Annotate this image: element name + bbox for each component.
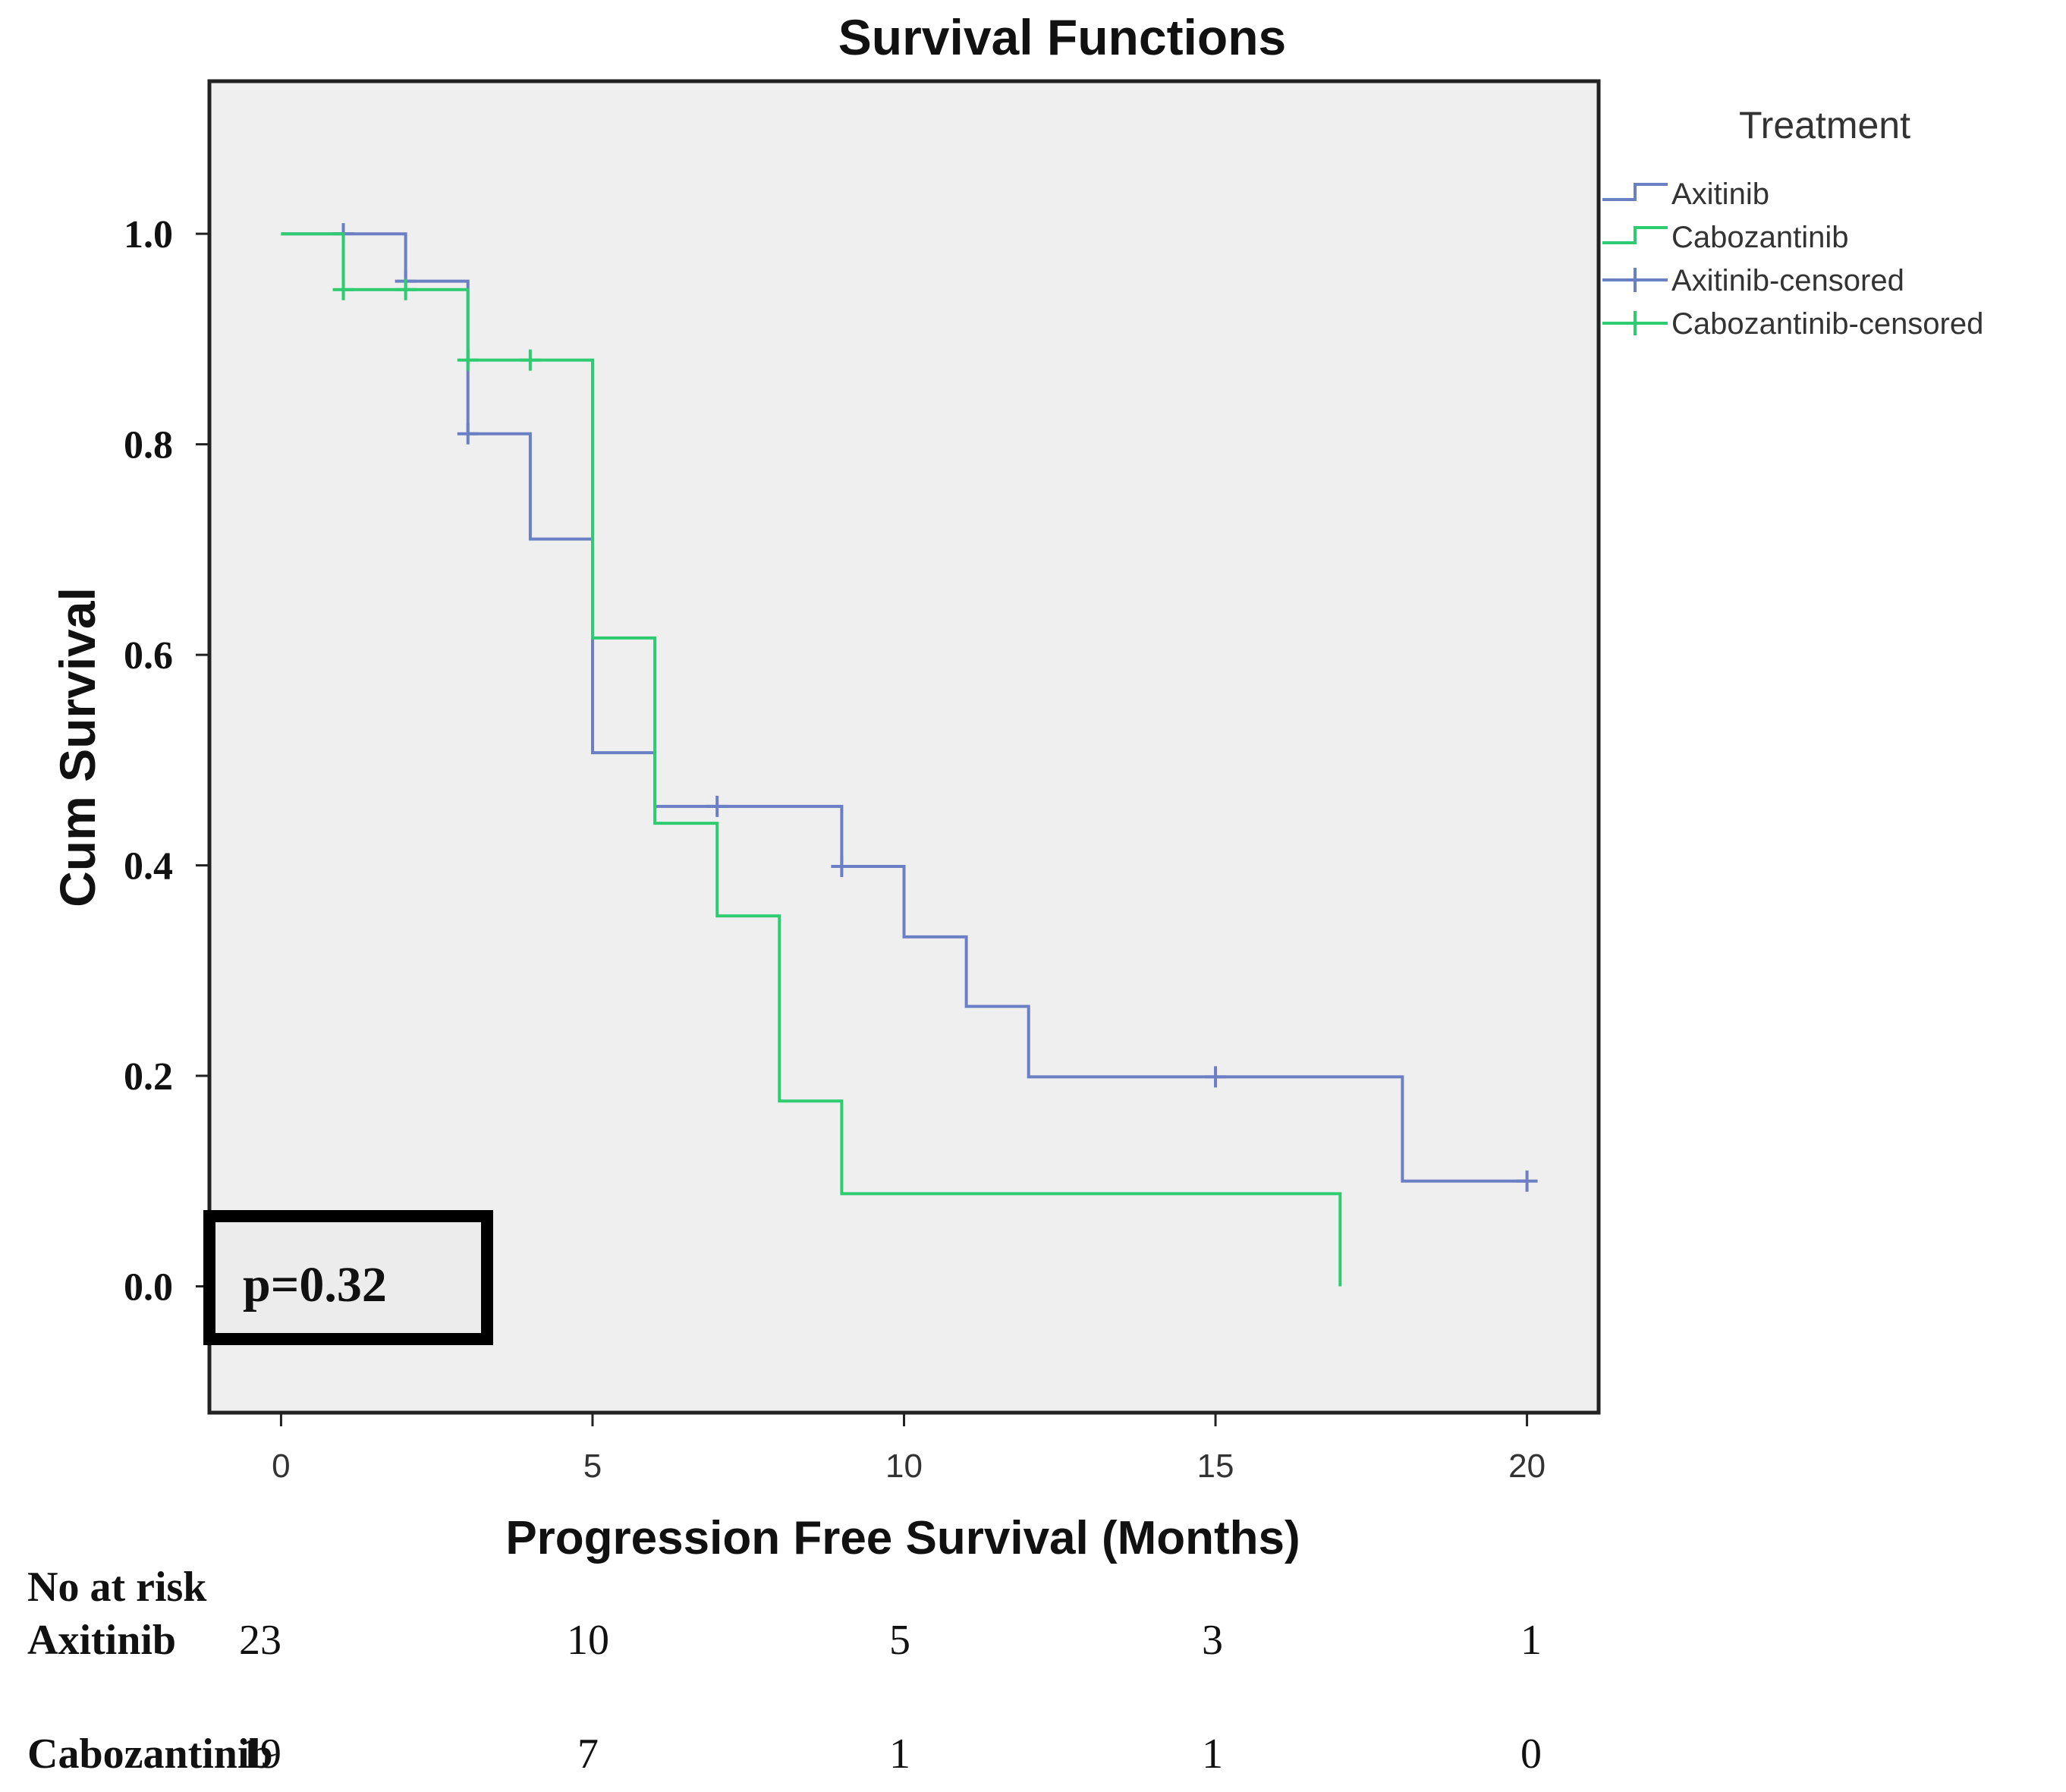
chart-title: Survival Functions [838,9,1286,65]
censor-mark-axitinib [1516,1170,1538,1192]
legend-swatch-line [1602,183,1668,201]
risk-row-value: 5 [889,1617,910,1664]
x-axis-label: Progression Free Survival (Months) [505,1512,1300,1564]
p-value-label: p=0.32 [243,1257,387,1313]
series-layer [281,223,1538,1287]
censor-mark-cabozantinib [332,278,354,300]
risk-table: No at risk Axitinib 23 10 5 3 1Cabozantinib19… [27,1564,1542,1778]
legend-entry-label: Axitinib-censored [1671,264,1904,297]
x-tick-label: 10 [885,1448,923,1485]
risk-row-value: 0 [1520,1731,1542,1778]
risk-row-value: 19 [239,1731,281,1778]
risk-row-label: Axitinib [27,1617,176,1664]
x-tick-label: 20 [1508,1448,1546,1485]
x-tick-label: 5 [583,1448,602,1485]
plot-background [207,79,1601,1415]
legend-entry-label: Cabozantinib-censored [1671,307,1983,341]
y-axis-label: Cum Survival [49,587,105,907]
risk-row-value: 23 [239,1617,281,1664]
y-tick-label: 1.0 [124,213,173,256]
y-tick-label: 0.2 [124,1055,173,1099]
risk-row-value: 1 [1520,1617,1542,1664]
censor-mark-axitinib [457,423,479,445]
risk-row-value: 1 [1202,1731,1223,1778]
series-line-cabozantinib [281,232,1342,1287]
x-tick-label: 0 [272,1448,290,1485]
censor-mark-cabozantinib [457,349,479,371]
y-tick-label: 0.6 [124,634,173,678]
legend-title: Treatment [1739,104,1910,146]
censor-mark-axitinib [706,795,728,817]
risk-row-value: 10 [567,1617,609,1664]
legend: Treatment Axitinib Cabozantinib Axitinib-c… [1602,104,1983,341]
legend-swatch-censor [1602,268,1668,292]
legend-entry-label: Cabozantinib [1671,221,1849,254]
risk-table-heading: No at risk [27,1564,207,1611]
x-axis: 0 5 10 15 20 [272,1413,1546,1485]
risk-row-value: 3 [1202,1617,1223,1664]
y-tick-label: 0.0 [124,1266,173,1309]
risk-row-value: 7 [577,1731,599,1778]
y-axis: 0.0 0.2 0.4 0.6 0.8 1.0 [124,213,209,1309]
y-tick-label: 0.8 [124,424,173,467]
censor-mark-cabozantinib [395,278,417,300]
y-tick-label: 0.4 [124,845,173,888]
p-value-box [203,1210,493,1345]
legend-swatch-line [1602,226,1668,244]
risk-row-label: Cabozantinib [27,1731,273,1778]
censor-mark-cabozantinib [519,349,541,371]
legend-swatch-censor [1602,311,1668,335]
x-tick-label: 15 [1197,1448,1234,1485]
risk-row-value: 1 [889,1731,910,1778]
censor-mark-axitinib [1205,1066,1227,1088]
censor-mark-axitinib [831,855,853,877]
legend-entry-label: Axitinib [1671,178,1769,211]
